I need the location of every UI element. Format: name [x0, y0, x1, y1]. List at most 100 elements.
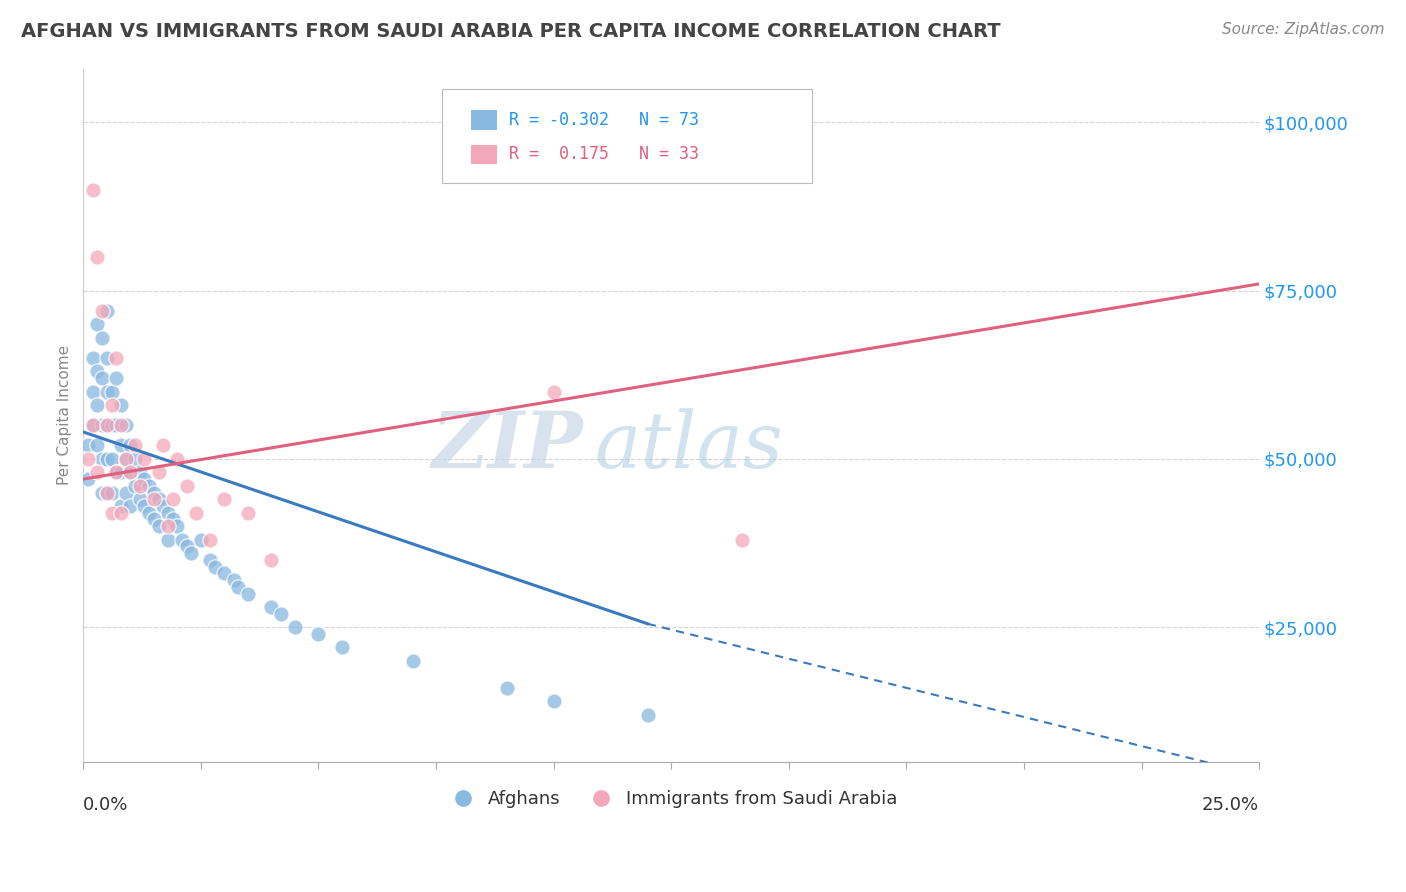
Point	[148, 466, 170, 480]
Point	[110, 438, 132, 452]
Point	[142, 485, 165, 500]
Point	[307, 627, 329, 641]
Point	[86, 398, 108, 412]
Point	[236, 506, 259, 520]
Point	[114, 485, 136, 500]
Point	[236, 586, 259, 600]
Point	[110, 506, 132, 520]
Point	[110, 499, 132, 513]
Text: atlas: atlas	[595, 409, 783, 484]
Point	[82, 418, 104, 433]
Point	[270, 607, 292, 621]
Point	[82, 384, 104, 399]
Point	[110, 418, 132, 433]
Point	[138, 506, 160, 520]
Point	[166, 451, 188, 466]
Point	[176, 479, 198, 493]
Point	[124, 479, 146, 493]
Point	[731, 533, 754, 547]
Point	[91, 485, 114, 500]
Point	[110, 466, 132, 480]
Point	[120, 466, 142, 480]
Point	[162, 512, 184, 526]
Text: ZIP: ZIP	[432, 409, 583, 484]
Point	[91, 371, 114, 385]
Legend: Afghans, Immigrants from Saudi Arabia: Afghans, Immigrants from Saudi Arabia	[437, 782, 904, 815]
FancyBboxPatch shape	[441, 89, 813, 183]
Point	[105, 371, 128, 385]
Point	[637, 707, 659, 722]
Point	[120, 438, 142, 452]
Point	[260, 553, 283, 567]
Point	[86, 466, 108, 480]
Point	[176, 540, 198, 554]
Point	[77, 472, 100, 486]
Point	[120, 499, 142, 513]
Point	[138, 479, 160, 493]
Point	[260, 599, 283, 614]
Point	[495, 681, 517, 695]
Point	[128, 466, 150, 480]
Point	[77, 438, 100, 452]
Point	[86, 438, 108, 452]
Point	[186, 506, 208, 520]
Point	[128, 492, 150, 507]
Point	[105, 466, 128, 480]
Point	[166, 519, 188, 533]
Point	[128, 479, 150, 493]
Point	[114, 451, 136, 466]
Text: 25.0%: 25.0%	[1202, 797, 1260, 814]
Point	[86, 250, 108, 264]
Point	[134, 451, 156, 466]
Point	[204, 559, 226, 574]
Point	[96, 485, 118, 500]
Point	[401, 654, 423, 668]
Point	[152, 438, 174, 452]
Point	[214, 566, 236, 581]
Point	[170, 533, 193, 547]
Text: Source: ZipAtlas.com: Source: ZipAtlas.com	[1222, 22, 1385, 37]
Point	[156, 519, 179, 533]
Text: R =  0.175   N = 33: R = 0.175 N = 33	[509, 145, 699, 163]
Point	[100, 384, 122, 399]
Point	[214, 492, 236, 507]
Point	[148, 519, 170, 533]
Point	[114, 451, 136, 466]
Text: 0.0%: 0.0%	[83, 797, 129, 814]
Point	[543, 384, 565, 399]
Point	[100, 398, 122, 412]
Point	[134, 472, 156, 486]
Point	[96, 485, 118, 500]
Point	[134, 499, 156, 513]
Point	[82, 183, 104, 197]
Point	[100, 418, 122, 433]
Point	[156, 506, 179, 520]
Bar	[471, 110, 498, 129]
Point	[77, 451, 100, 466]
Point	[100, 451, 122, 466]
Point	[142, 512, 165, 526]
Point	[330, 640, 353, 655]
Point	[228, 580, 250, 594]
Point	[543, 694, 565, 708]
Point	[105, 351, 128, 365]
Point	[120, 466, 142, 480]
Point	[91, 303, 114, 318]
Point	[86, 318, 108, 332]
Point	[82, 418, 104, 433]
Point	[105, 466, 128, 480]
Point	[96, 418, 118, 433]
Point	[91, 451, 114, 466]
Point	[124, 438, 146, 452]
Point	[200, 533, 222, 547]
Point	[156, 533, 179, 547]
Point	[91, 331, 114, 345]
Point	[162, 492, 184, 507]
Point	[96, 303, 118, 318]
Point	[86, 364, 108, 378]
Point	[284, 620, 307, 634]
Text: AFGHAN VS IMMIGRANTS FROM SAUDI ARABIA PER CAPITA INCOME CORRELATION CHART: AFGHAN VS IMMIGRANTS FROM SAUDI ARABIA P…	[21, 22, 1001, 41]
Point	[82, 351, 104, 365]
Point	[114, 418, 136, 433]
Y-axis label: Per Capita Income: Per Capita Income	[58, 345, 72, 485]
